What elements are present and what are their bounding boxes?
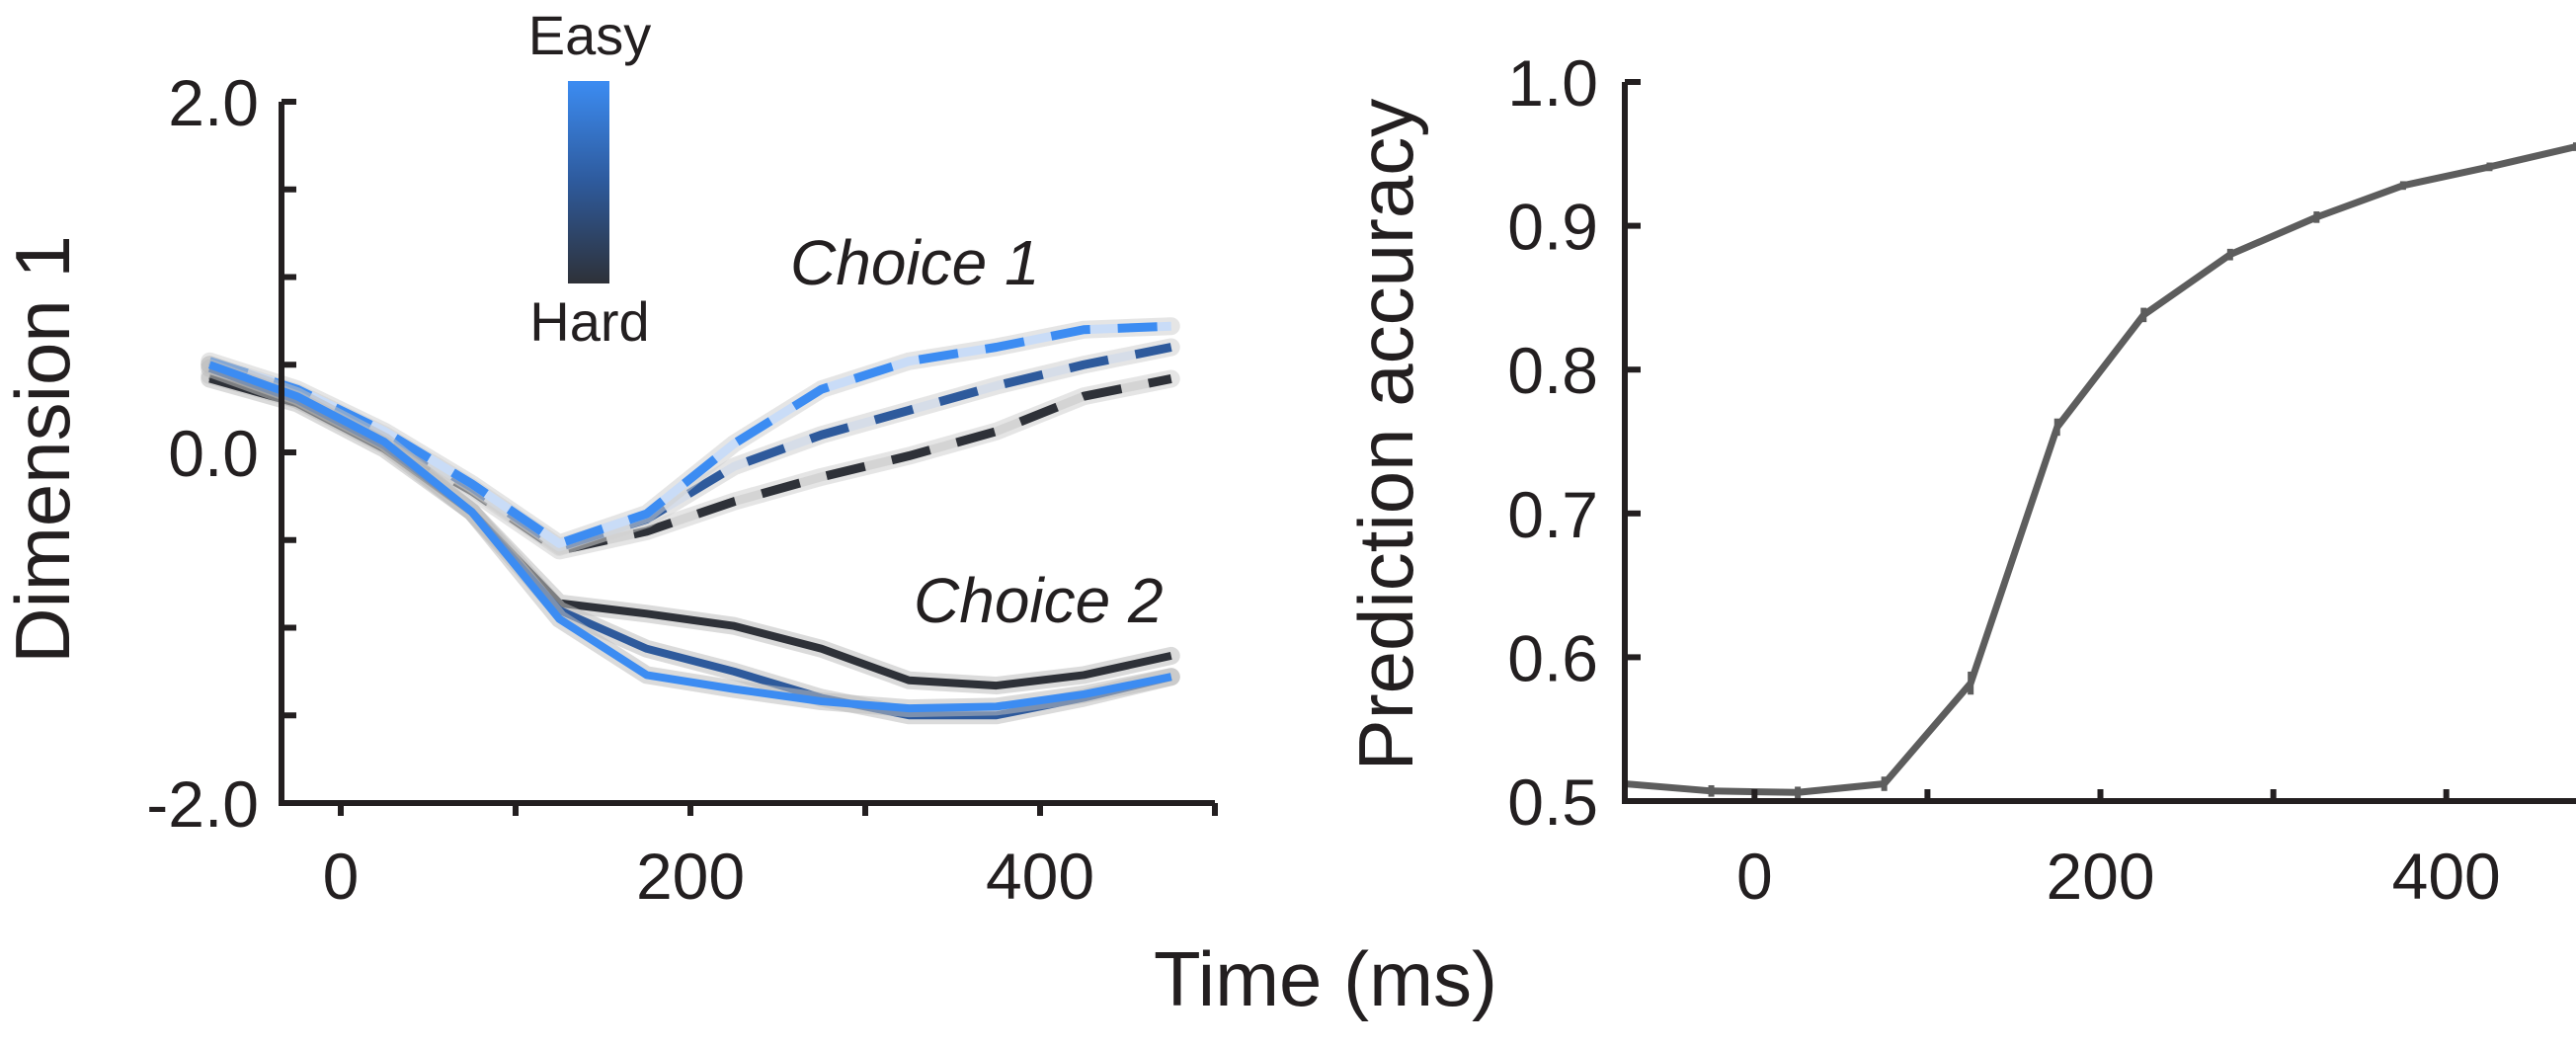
dimension-y-tick-label: 2.0 — [168, 66, 259, 139]
dimension-chart: 2.0 0.0 -2.0 0 200 400 Choice 1 Choice 2 Dime… — [0, 66, 1218, 913]
choice-1-annotation: Choice 1 — [790, 227, 1040, 298]
accuracy-y-tick-label: 0.5 — [1507, 766, 1598, 839]
accuracy-y-tick-label: 0.9 — [1507, 191, 1598, 264]
dimension-y-axis-label: Dimension 1 — [0, 235, 86, 664]
accuracy-line — [1624, 143, 2576, 796]
choice-2-annotation: Choice 2 — [914, 565, 1164, 636]
accuracy-y-tick-label: 1.0 — [1507, 46, 1598, 120]
accuracy-y-tick-label: 0.6 — [1507, 621, 1598, 694]
dimension-x-tick-label: 200 — [636, 840, 745, 913]
series-line-choice-2-easy — [207, 361, 1172, 713]
series-band-choice-1-hard — [201, 365, 1180, 560]
dimension-x-tick-label: 0 — [323, 840, 360, 913]
dimension-y-tick-label: 0.0 — [168, 417, 259, 490]
dimension-axes: 2.0 0.0 -2.0 0 200 400 — [146, 66, 1218, 913]
accuracy-axes: 1.0 0.9 0.8 0.7 0.6 0.5 0 200 400 — [1507, 46, 2576, 913]
dimension-series-group — [201, 317, 1180, 725]
time-x-axis-label: Time (ms) — [1154, 935, 1497, 1022]
accuracy-y-tick-label: 0.7 — [1507, 478, 1598, 551]
accuracy-series-group — [1622, 142, 2576, 799]
accuracy-x-tick-label: 0 — [1736, 840, 1773, 913]
dimension-x-tick-label: 400 — [986, 840, 1094, 913]
accuracy-chart: 1.0 0.9 0.8 0.7 0.6 0.5 0 200 400 Prediction acc… — [1342, 46, 2576, 913]
accuracy-y-tick-label: 0.8 — [1507, 334, 1598, 407]
difficulty-legend: Easy Hard — [528, 4, 652, 353]
accuracy-x-tick-label: 200 — [2046, 840, 2154, 913]
legend-easy-label: Easy — [528, 4, 652, 66]
accuracy-x-tick-label: 400 — [2392, 840, 2501, 913]
dimension-y-tick-label: -2.0 — [146, 767, 259, 841]
difficulty-colorbar — [568, 81, 609, 283]
legend-hard-label: Hard — [529, 290, 649, 353]
accuracy-y-axis-label: Prediction accuracy — [1342, 99, 1429, 771]
